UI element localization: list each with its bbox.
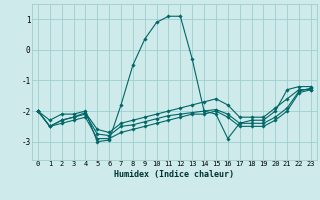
X-axis label: Humidex (Indice chaleur): Humidex (Indice chaleur)	[115, 170, 234, 179]
